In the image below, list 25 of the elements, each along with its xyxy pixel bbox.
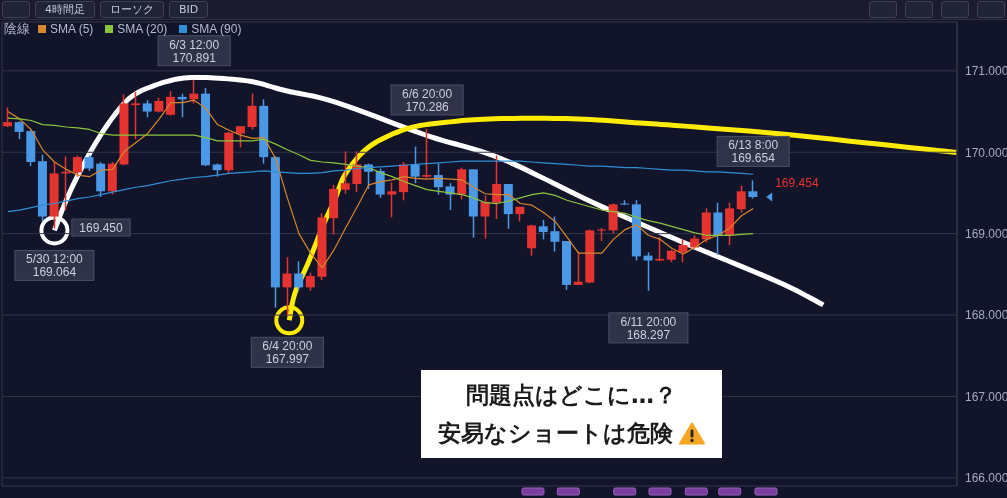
- annotation: 安易なショートは危険: [438, 419, 673, 447]
- y-tick-label: 170.000: [965, 145, 1007, 160]
- tool-button: ローソク: [100, 1, 164, 18]
- annotation: 6/6 20:00 170.286: [402, 86, 453, 114]
- annotation: 6/13 8:00 169.654: [728, 138, 779, 166]
- legend-label: SMA (20): [117, 21, 168, 36]
- y-tick-label: 166.000: [965, 471, 1007, 486]
- annotation: 169.450: [79, 221, 123, 236]
- annotation: 6/11 20:00 168.297: [620, 314, 677, 342]
- annotation: 169.454: [775, 176, 819, 191]
- annotation: 5/30 12:00 169.064: [26, 252, 84, 280]
- annotation: 陰線: [4, 21, 30, 36]
- note-box: 問題点はどこに…？ 安易なショートは危険: [421, 370, 722, 458]
- y-tick-label: 169.000: [965, 226, 1007, 241]
- legend-label: SMA (5): [50, 21, 94, 36]
- annotation: 6/4 20:00 167.997: [262, 339, 313, 367]
- y-tick-label: 168.000: [965, 308, 1007, 323]
- tool-button: BID: [169, 1, 209, 18]
- y-tick-label: 171.000: [965, 64, 1007, 79]
- line-series: [7, 160, 754, 213]
- y-tick-label: 167.000: [965, 389, 1007, 404]
- annotation: 問題点はどこに…？: [466, 381, 677, 409]
- legend-label: SMA (90): [191, 21, 242, 36]
- annotation: 6/3 12:00 170.891: [169, 37, 220, 65]
- tool-button: 4時間足: [35, 1, 95, 18]
